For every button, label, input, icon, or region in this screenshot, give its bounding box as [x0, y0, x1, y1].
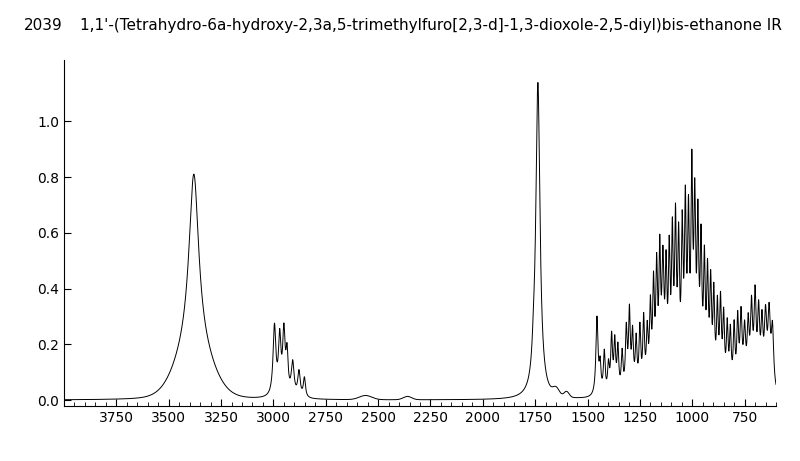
- Text: 2039: 2039: [24, 18, 62, 34]
- Text: 1,1'-(Tetrahydro-6a-hydroxy-2,3a,5-trimethylfuro[2,3-d]-1,3-dioxole-2,5-diyl)bis: 1,1'-(Tetrahydro-6a-hydroxy-2,3a,5-trime…: [80, 18, 782, 34]
